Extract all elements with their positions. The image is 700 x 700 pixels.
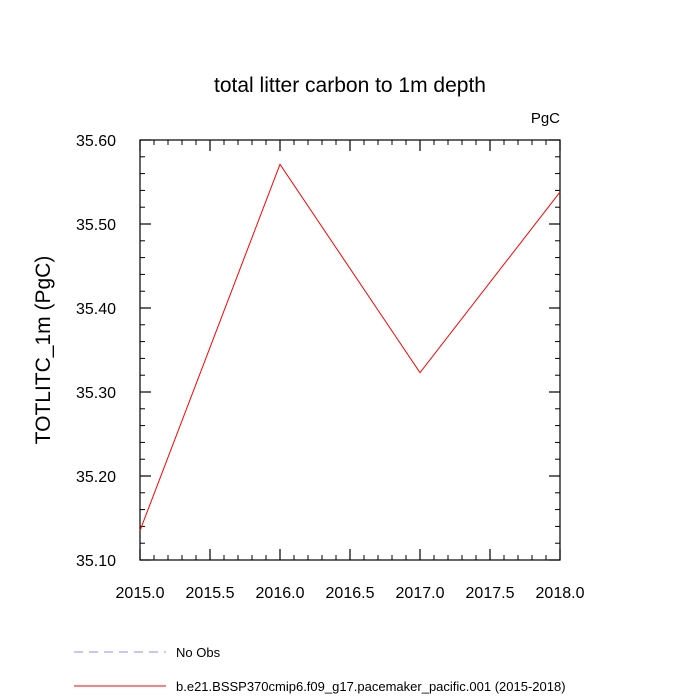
legend-label: b.e21.BSSP370cmip6.f09_g17.pacemaker_pac… <box>176 679 566 694</box>
x-tick-label: 2016.5 <box>326 585 375 602</box>
y-tick-label: 35.50 <box>76 217 116 234</box>
plot-area: 2015.0 2015.5 2016.0 2016.5 2017.0 2017.5 2018… <box>76 133 585 602</box>
units-label: PgC <box>531 110 560 127</box>
plot-frame <box>139 139 561 561</box>
x-tick-label: 2015.5 <box>186 585 235 602</box>
series-line <box>139 163 561 531</box>
y-tick-label: 35.20 <box>76 469 116 486</box>
chart-title: total litter carbon to 1m depth <box>214 74 486 97</box>
y-tick-label: 35.60 <box>76 133 116 150</box>
y-tick-label: 35.10 <box>76 553 116 570</box>
x-tick-label: 2015.0 <box>116 585 165 602</box>
legend-label: No Obs <box>176 645 221 660</box>
y-tick-label: 35.40 <box>76 301 116 318</box>
x-tick-label: 2018.0 <box>536 585 585 602</box>
y-tick-label: 35.30 <box>76 385 116 402</box>
y-axis-label: TOTLITC_1m (PgC) <box>32 256 55 445</box>
x-tick-label: 2017.0 <box>396 585 445 602</box>
x-tick-label: 2016.0 <box>256 585 305 602</box>
x-tick-label: 2017.5 <box>466 585 515 602</box>
legend: No Obs b.e21.BSSP370cmip6.f09_g17.pacemak… <box>74 645 566 694</box>
